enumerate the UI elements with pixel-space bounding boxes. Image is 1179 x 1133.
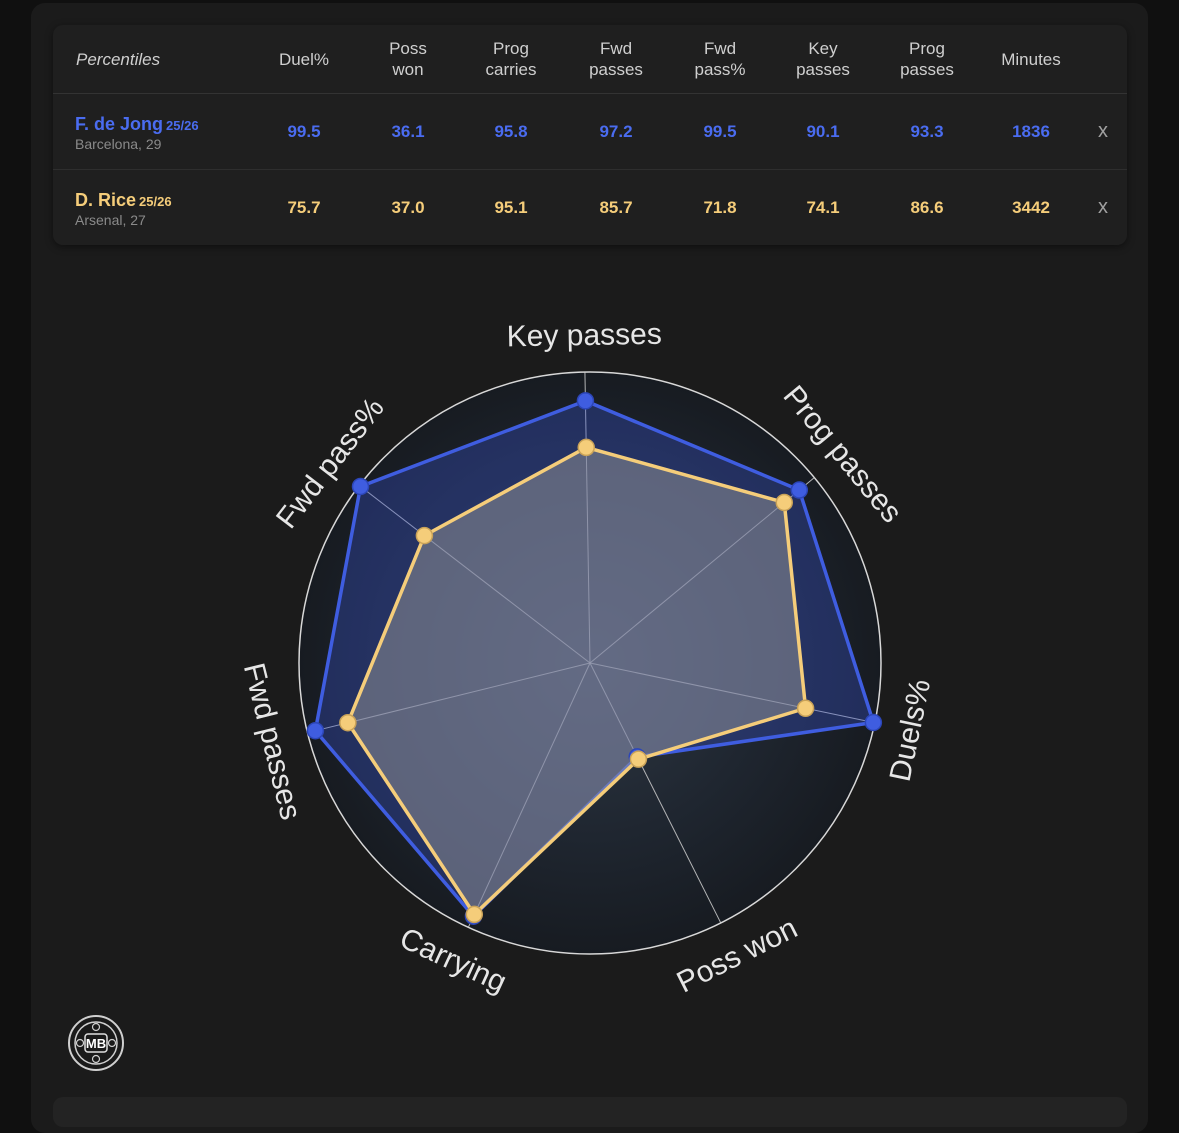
value-fwd-passes: 97.2 [599, 121, 633, 141]
series-polygon [346, 445, 808, 917]
player-name[interactable]: F. de Jong [75, 114, 164, 134]
series-point [864, 713, 883, 732]
value-prog-carries: 95.8 [494, 121, 528, 141]
series-point [415, 526, 434, 545]
value-prog-passes: 93.3 [910, 121, 944, 141]
header-prog-passes: Prog passes [900, 39, 954, 79]
series-point [465, 905, 484, 924]
series-point [796, 699, 815, 718]
header-fwd-pass-pct: Fwd pass% [694, 39, 746, 79]
logo-text: MB [86, 1036, 106, 1051]
series-point [306, 721, 325, 740]
player-club: Barcelona, 29 [75, 136, 162, 152]
player-season: 25/26 [166, 118, 199, 133]
remove-player-button[interactable]: x [1098, 120, 1108, 142]
value-fwd-pass-pct: 71.8 [703, 197, 737, 217]
axis-label: Fwd passes [237, 660, 307, 823]
value-fwd-passes: 85.7 [599, 197, 633, 217]
series-point [790, 481, 809, 499]
player-season: 25/26 [139, 194, 172, 209]
value-key-passes: 90.1 [806, 121, 840, 141]
table-row: F. de Jong 25/26 Barcelona, 29 99.5 36.1 … [53, 94, 1127, 170]
player-info: D. Rice 25/26 Arsenal, 27 [75, 190, 172, 228]
series-point [775, 493, 794, 512]
series-point [339, 713, 357, 732]
value-duel-pct: 75.7 [287, 197, 321, 217]
value-fwd-pass-pct: 99.5 [703, 121, 737, 141]
header-prog-carries: Prog carries [485, 39, 537, 79]
header-percentiles: Percentiles [76, 49, 161, 69]
series-point [577, 438, 595, 457]
value-minutes: 1836 [1012, 121, 1050, 141]
remove-player-button[interactable]: x [1098, 196, 1108, 218]
header-poss-won: Poss won [389, 39, 427, 79]
header-fwd-passes: Fwd passes [589, 39, 643, 79]
value-key-passes: 74.1 [806, 197, 840, 217]
axis-label: Key passes [506, 318, 662, 354]
series-point [576, 392, 595, 410]
player-name[interactable]: D. Rice [75, 190, 137, 210]
percentiles-table: Percentiles Duel% Poss won Prog carries … [53, 25, 1127, 245]
value-prog-passes: 86.6 [910, 197, 944, 217]
player-club: Arsenal, 27 [75, 212, 146, 228]
series-point [351, 477, 370, 496]
series-point [629, 750, 648, 768]
value-poss-won: 37.0 [391, 197, 425, 217]
value-duel-pct: 99.5 [287, 121, 321, 141]
value-minutes: 3442 [1012, 197, 1050, 217]
table-header: Percentiles Duel% Poss won Prog carries … [53, 25, 1127, 94]
value-poss-won: 36.1 [391, 121, 425, 141]
header-duel-pct: Duel% [278, 49, 330, 69]
mb-badge-icon: MB [68, 1015, 124, 1071]
player-info: F. de Jong 25/26 Barcelona, 29 [75, 114, 199, 152]
value-prog-carries: 95.1 [494, 197, 528, 217]
table-row: D. Rice 25/26 Arsenal, 27 75.7 37.0 95.1 … [53, 170, 1127, 245]
header-minutes: Minutes [1001, 49, 1061, 69]
axis-label: Duels% [884, 676, 938, 784]
header-key-passes: Key passes [796, 39, 850, 79]
next-card [53, 1097, 1127, 1127]
